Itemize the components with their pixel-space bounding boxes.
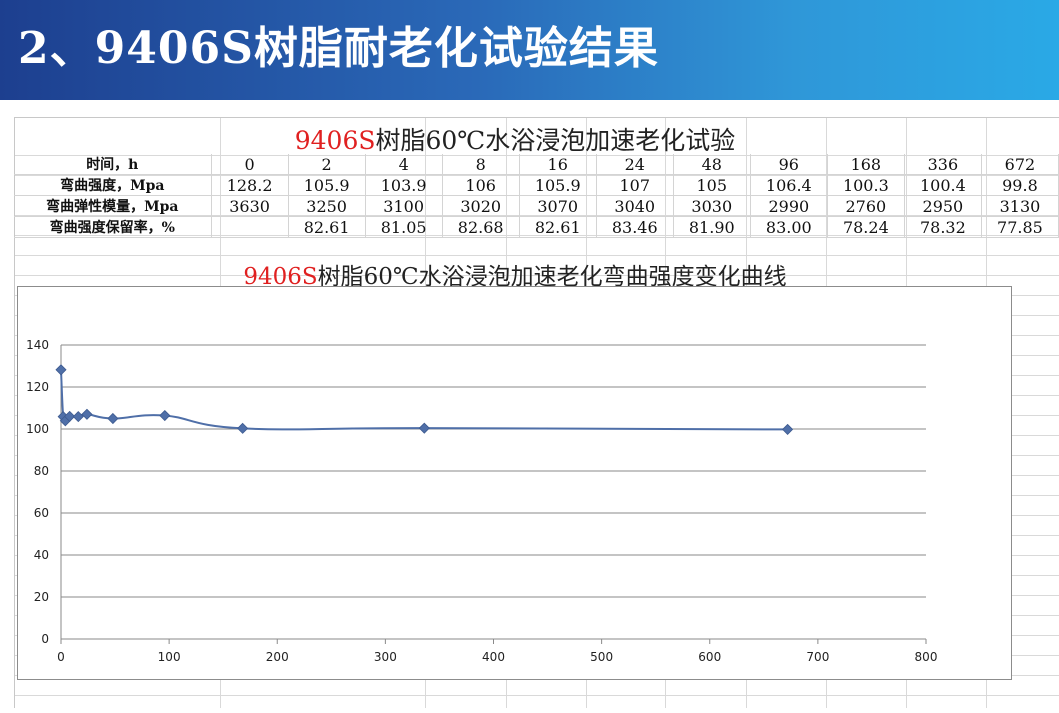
table-cell[interactable]: 3040 — [596, 195, 674, 217]
table-cell[interactable]: 48 — [673, 154, 751, 175]
table-cell[interactable]: 106 — [442, 174, 520, 196]
data-point — [237, 422, 249, 434]
data-point — [81, 408, 93, 420]
table-cell[interactable]: 82.61 — [288, 216, 366, 238]
x-tick-label: 800 — [915, 650, 938, 664]
table-cell[interactable]: 83.00 — [750, 216, 828, 238]
row-label: 弯曲弹性模量，Mpa — [14, 195, 212, 217]
chart-title: 9406S树脂60℃水浴浸泡加速老化弯曲强度变化曲线 — [0, 257, 1030, 291]
table-title-rest: 树脂60℃水浴浸泡加速老化试验 — [375, 126, 736, 155]
row-label: 弯曲强度保留率，% — [14, 216, 212, 238]
table-row: 弯曲弹性模量，Mpa 3630 3250 3100 3020 3070 3040 3030 29… — [14, 195, 1059, 217]
x-tick-label: 400 — [482, 650, 505, 664]
table-cell[interactable]: 24 — [596, 154, 674, 175]
data-point — [107, 412, 119, 425]
table-cell[interactable]: 672 — [981, 154, 1059, 175]
table-cell[interactable]: 3130 — [981, 195, 1059, 217]
x-tick-label: 700 — [806, 650, 829, 664]
row-label: 弯曲强度，Mpa — [14, 174, 212, 196]
table-cell[interactable]: 128.2 — [211, 174, 289, 196]
table-cell[interactable]: 2 — [288, 154, 366, 175]
table-cell[interactable]: 16 — [519, 154, 597, 175]
data-point — [159, 409, 171, 422]
table-cell[interactable]: 78.32 — [904, 216, 982, 238]
table-cell[interactable]: 105.9 — [519, 174, 597, 196]
table-cell[interactable]: 78.24 — [827, 216, 905, 238]
data-point — [64, 410, 76, 422]
y-tick-label: 40 — [34, 548, 49, 562]
table-row: 弯曲强度保留率，% 82.61 81.05 82.68 82.61 83.46 81.90 8… — [14, 216, 1059, 238]
table-cell[interactable]: 2760 — [827, 195, 905, 217]
x-tick-label: 200 — [266, 650, 289, 664]
chart-area[interactable]: 0 20 40 60 80 100 120 140 0 100 200 300 400 500 600 700… — [17, 286, 1012, 680]
y-tick-label: 100 — [26, 422, 49, 436]
y-tick-label: 60 — [34, 506, 49, 520]
chart-title-rest: 树脂60℃水浴浸泡加速老化弯曲强度变化曲线 — [317, 264, 787, 290]
x-tick-label: 100 — [158, 650, 181, 664]
table-cell[interactable]: 2950 — [904, 195, 982, 217]
table-cell[interactable]: 168 — [827, 154, 905, 175]
table-cell[interactable]: 3250 — [288, 195, 366, 217]
table-cell[interactable]: 96 — [750, 154, 828, 175]
table-cell[interactable]: 100.3 — [827, 174, 905, 196]
x-tick-label: 300 — [374, 650, 397, 664]
table-cell[interactable]: 81.05 — [365, 216, 443, 238]
table-cell[interactable]: 3020 — [442, 195, 520, 217]
table-cell[interactable]: 99.8 — [981, 174, 1059, 196]
table-cell[interactable] — [211, 216, 289, 238]
data-point — [55, 364, 67, 376]
chart-title-prefix: 9406S — [243, 264, 318, 290]
table-cell[interactable]: 3030 — [673, 195, 751, 217]
sheet-row-line — [15, 255, 1059, 256]
sheet-row-line — [15, 695, 1059, 696]
x-tick-label: 600 — [698, 650, 721, 664]
table-cell[interactable]: 4 — [365, 154, 443, 175]
flexural-strength-chart: 0 20 40 60 80 100 120 140 0 100 200 300 400 500 600 700… — [26, 338, 938, 664]
x-tick-label: 0 — [57, 650, 65, 664]
table-row: 时间，h 0 2 4 8 16 24 48 96 168 336 672 — [14, 154, 1059, 175]
table-row: 弯曲强度，Mpa 128.2 105.9 103.9 106 105.9 107 105 106… — [14, 174, 1059, 196]
table-cell[interactable]: 2990 — [750, 195, 828, 217]
table-cell[interactable]: 81.90 — [673, 216, 751, 238]
table-cell[interactable]: 8 — [442, 154, 520, 175]
table-cell[interactable]: 105.9 — [288, 174, 366, 196]
x-tick-label: 500 — [590, 650, 613, 664]
table-title-prefix: 9406S — [294, 126, 376, 155]
table-cell[interactable]: 0 — [211, 154, 289, 175]
table-cell[interactable]: 100.4 — [904, 174, 982, 196]
table-cell[interactable]: 336 — [904, 154, 982, 175]
table-cell[interactable]: 106.4 — [750, 174, 828, 196]
header-banner: 2、9406S树脂耐老化试验结果 — [0, 0, 1059, 100]
table-cell[interactable]: 82.61 — [519, 216, 597, 238]
data-point — [782, 423, 794, 435]
sheet-row-line — [15, 275, 1059, 276]
y-tick-label: 0 — [41, 632, 49, 646]
table-cell[interactable]: 3100 — [365, 195, 443, 217]
table-cell[interactable]: 107 — [596, 174, 674, 196]
y-tick-label: 120 — [26, 380, 49, 394]
data-point — [72, 411, 84, 423]
y-tick-label: 80 — [34, 464, 49, 478]
table-cell[interactable]: 82.68 — [442, 216, 520, 238]
table-cell[interactable]: 3070 — [519, 195, 597, 217]
slide-title: 2、9406S树脂耐老化试验结果 — [18, 23, 659, 74]
table-cell[interactable]: 83.46 — [596, 216, 674, 238]
table-cell[interactable]: 3630 — [211, 195, 289, 217]
y-tick-label: 20 — [34, 590, 49, 604]
table-cell[interactable]: 103.9 — [365, 174, 443, 196]
y-tick-label: 140 — [26, 338, 49, 352]
row-label: 时间，h — [14, 154, 212, 175]
table-title: 9406S树脂60℃水浴浸泡加速老化试验 — [0, 121, 1030, 157]
data-point — [418, 422, 430, 434]
results-table: 时间，h 0 2 4 8 16 24 48 96 168 336 672 弯曲强度，Mpa 128.2 10… — [14, 154, 1059, 238]
series-line — [60, 369, 788, 431]
table-cell[interactable]: 105 — [673, 174, 751, 196]
table-cell[interactable]: 77.85 — [981, 216, 1059, 238]
